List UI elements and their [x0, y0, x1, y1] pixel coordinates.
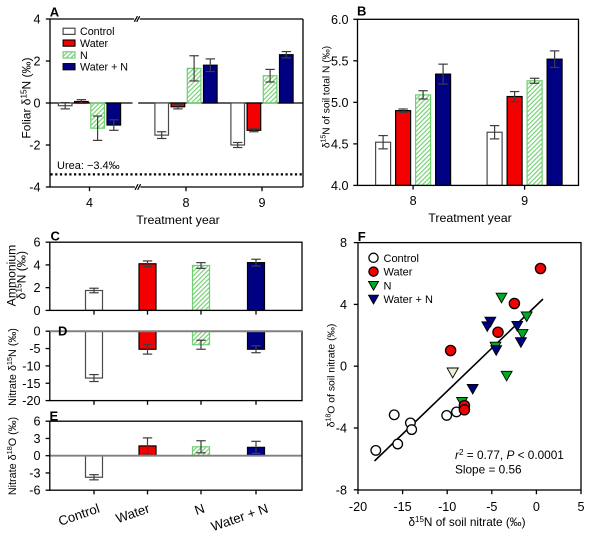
svg-text:6: 6 [33, 236, 40, 250]
svg-text:Water: Water [384, 267, 413, 279]
svg-text:C: C [51, 229, 61, 244]
svg-text:3: 3 [33, 432, 40, 446]
svg-text:0: 0 [340, 360, 347, 374]
svg-text:Water + N: Water + N [384, 294, 433, 306]
svg-text:Control: Control [384, 253, 419, 265]
svg-text:8: 8 [410, 194, 417, 208]
svg-text:-10: -10 [22, 359, 40, 373]
svg-text:N: N [384, 280, 392, 292]
svg-text:-8: -8 [336, 483, 347, 497]
svg-text:δ15​N of soil nitrate (‰): δ15​N of soil nitrate (‰) [408, 515, 525, 529]
svg-text:-4: -4 [29, 181, 40, 195]
svg-text:8: 8 [340, 236, 347, 250]
svg-text:6.0: 6.0 [331, 13, 349, 27]
svg-text:D: D [58, 324, 67, 339]
svg-text:0: 0 [33, 97, 40, 111]
svg-text:5: 5 [577, 500, 584, 514]
svg-text:r2​ = 0.77, P < 0.0001: r2​ = 0.77, P < 0.0001 [455, 448, 564, 462]
svg-text:9: 9 [521, 194, 528, 208]
svg-text:-5: -5 [29, 342, 40, 356]
svg-text:8: 8 [182, 196, 189, 210]
svg-text:F: F [358, 229, 366, 244]
svg-text:Nitrate δ18​O (‰): Nitrate δ18​O (‰) [5, 417, 19, 495]
svg-text:-5: -5 [486, 500, 497, 514]
svg-text:6: 6 [33, 415, 40, 429]
svg-text:0: 0 [33, 304, 40, 318]
svg-text:Nitrate δ15​N (‰): Nitrate δ15​N (‰) [5, 328, 19, 406]
svg-text:4.5: 4.5 [331, 137, 349, 151]
svg-text:0: 0 [33, 449, 40, 463]
svg-text:4: 4 [340, 298, 347, 312]
svg-text:-2: -2 [29, 139, 40, 153]
svg-text:5.5: 5.5 [331, 54, 349, 68]
svg-text:Water: Water [80, 38, 109, 50]
svg-text:δ15​N of soil total N (‰): δ15​N of soil total N (‰) [320, 46, 332, 148]
svg-text:-20: -20 [349, 500, 367, 514]
svg-text:-6: -6 [29, 484, 40, 498]
svg-text:Water + N: Water + N [80, 62, 128, 74]
svg-text:4.0: 4.0 [331, 179, 349, 193]
svg-text:δ18​O of soil nitrate (‰): δ18​O of soil nitrate (‰) [325, 324, 338, 428]
svg-text:N: N [193, 501, 207, 518]
svg-text:5.0: 5.0 [331, 96, 349, 110]
svg-text:0: 0 [533, 500, 540, 514]
svg-text:Treatment year: Treatment year [428, 211, 512, 225]
svg-text:-3: -3 [29, 466, 40, 480]
svg-text:-4: -4 [336, 422, 347, 436]
svg-text:2: 2 [33, 55, 40, 69]
svg-text:2: 2 [33, 281, 40, 295]
svg-text:9: 9 [258, 196, 265, 210]
svg-text:Urea: −3.4‰: Urea: −3.4‰ [57, 160, 120, 172]
svg-text:Treatment year: Treatment year [136, 213, 220, 227]
svg-text:-20: -20 [22, 394, 40, 408]
svg-text:δ15​N (‰): δ15​N (‰) [14, 251, 29, 300]
svg-text:-15: -15 [393, 500, 411, 514]
svg-text:4: 4 [33, 258, 40, 272]
svg-text:N: N [80, 50, 88, 62]
svg-text:4: 4 [86, 196, 93, 210]
svg-text:-10: -10 [438, 500, 456, 514]
svg-text:B: B [357, 4, 366, 19]
svg-text:Ammonium: Ammonium [4, 245, 18, 307]
svg-text:E: E [50, 409, 59, 424]
svg-text:Foliar δ15​N (‰): Foliar δ15​N (‰) [19, 57, 33, 138]
svg-text:-15: -15 [22, 377, 40, 391]
svg-text:Slope = 0.56: Slope = 0.56 [455, 463, 522, 477]
svg-text:0: 0 [33, 325, 40, 339]
svg-text:4: 4 [33, 13, 40, 27]
svg-text:A: A [50, 4, 60, 19]
svg-text:Control: Control [80, 26, 114, 38]
